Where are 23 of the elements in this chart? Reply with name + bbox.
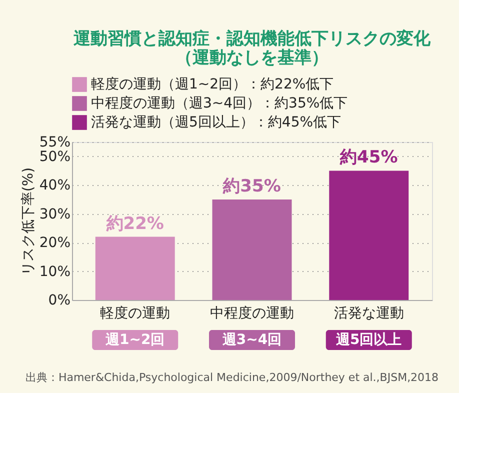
source-note: 出典：Hamer&Chida,Psychological Medicine,2009/Northey et al.,BJSM,2018	[25, 371, 439, 384]
legend-label: 活発な運動（週5回以上）：約45%低下	[91, 114, 342, 130]
data-label: 約35%	[222, 176, 281, 196]
x-tick-label: 中程度の運動	[210, 306, 294, 322]
y-tick-label: 50%	[39, 148, 70, 165]
legend-label: 中程度の運動（週3~4回）：約35%低下	[91, 96, 348, 112]
text: 週3~4回	[221, 332, 282, 348]
data-label: 約45%	[339, 148, 398, 168]
data-label: 約22%	[105, 214, 164, 234]
text: （運動なしを基準）	[176, 48, 328, 68]
legend-label: 軽度の運動（週1~2回）：約22%低下	[91, 76, 334, 92]
y-tick-label: 10%	[39, 264, 70, 280]
text: 運動習慣と認知症・認知機能低下リスクの変化	[74, 29, 430, 49]
y-tick-label: 55%	[39, 134, 70, 150]
x-tick-label: 軽度の運動	[100, 306, 170, 322]
y-axis-title: リスク低下率(%)	[20, 167, 36, 276]
x-tick-label: 活発な運動	[334, 306, 404, 322]
y-tick-label: 30%	[39, 206, 70, 222]
text: 週1~2回	[104, 332, 165, 348]
text: 週5回以上	[335, 332, 402, 348]
y-tick-label: 0%	[48, 292, 70, 308]
y-tick-label: 20%	[39, 235, 70, 252]
y-tick-label: 40%	[39, 178, 70, 194]
